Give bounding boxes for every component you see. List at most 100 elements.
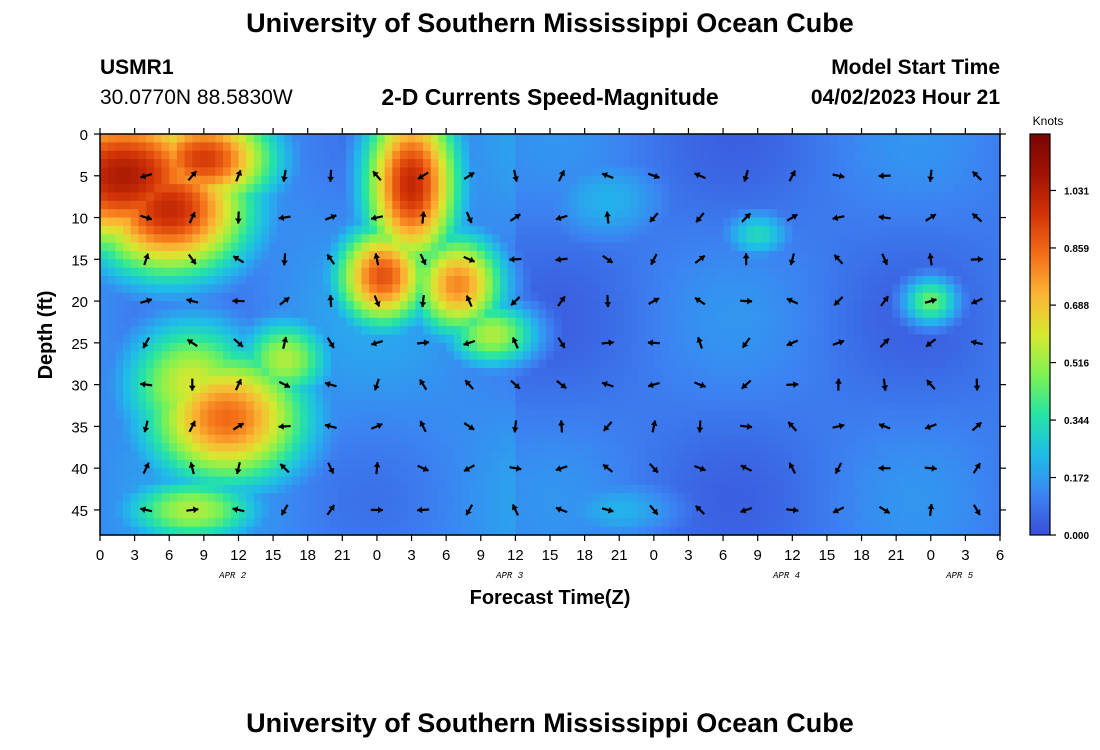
- heatmap-cell: [615, 443, 624, 453]
- heatmap-cell: [415, 175, 424, 185]
- heatmap-cell: [369, 134, 378, 143]
- heatmap-cell: [484, 292, 493, 302]
- heatmap-cell: [815, 209, 824, 219]
- heatmap-cell: [430, 175, 440, 185]
- heatmap-cell: [615, 484, 624, 494]
- heatmap-cell: [253, 159, 263, 169]
- heatmap-cell: [292, 476, 301, 486]
- heatmap-cell: [838, 159, 847, 169]
- heatmap-cell: [684, 217, 693, 227]
- heatmap-cell: [692, 167, 701, 177]
- heatmap-cell: [707, 250, 716, 260]
- heatmap-cell: [815, 242, 824, 252]
- heatmap-cell: [538, 242, 547, 252]
- heatmap-cell: [346, 384, 355, 394]
- heatmap-cell: [269, 342, 278, 352]
- heatmap-cell: [807, 459, 816, 469]
- heatmap-cell: [684, 476, 693, 486]
- heatmap-cell: [884, 309, 893, 319]
- heatmap-cell: [161, 292, 170, 302]
- heatmap-cell: [715, 317, 724, 327]
- heatmap-cell: [823, 426, 832, 436]
- heatmap-cell: [146, 242, 155, 252]
- heatmap-cell: [953, 418, 963, 427]
- heatmap-cell: [530, 384, 540, 394]
- heatmap-cell: [546, 250, 555, 260]
- heatmap-cell: [261, 217, 270, 227]
- heatmap-cell: [215, 192, 224, 202]
- heatmap-cell: [753, 209, 763, 219]
- heatmap-cell: [261, 276, 270, 285]
- heatmap-cell: [100, 392, 109, 402]
- heatmap-cell: [392, 476, 401, 486]
- heatmap-cell: [861, 150, 870, 160]
- heatmap-cell: [100, 217, 109, 227]
- heatmap-cell: [892, 134, 901, 143]
- heatmap-cell: [638, 167, 647, 177]
- heatmap-cell: [769, 259, 778, 269]
- heatmap-cell: [876, 451, 886, 461]
- heatmap-cell: [138, 142, 147, 152]
- heatmap-cell: [915, 159, 924, 169]
- heatmap-cell: [338, 326, 347, 336]
- heatmap-cell: [338, 276, 347, 285]
- heatmap-cell: [100, 142, 109, 152]
- heatmap-cell: [500, 367, 509, 377]
- heatmap-cell: [815, 443, 824, 453]
- heatmap-cell: [100, 367, 109, 377]
- heatmap-cell: [246, 342, 255, 352]
- heatmap-cell: [430, 167, 440, 177]
- heatmap-cell: [469, 217, 478, 227]
- heatmap-cell: [861, 309, 870, 319]
- heatmap-cell: [615, 209, 624, 219]
- heatmap-cell: [330, 334, 340, 344]
- heatmap-cell: [846, 175, 855, 185]
- heatmap-cell: [176, 392, 186, 402]
- heatmap-cell: [338, 142, 347, 152]
- heatmap-cell: [261, 159, 270, 169]
- heatmap-cell: [138, 184, 147, 194]
- heatmap-cell: [353, 217, 363, 227]
- heatmap-cell: [907, 401, 916, 411]
- heatmap-cell: [930, 376, 940, 386]
- heatmap-cell: [438, 317, 447, 327]
- heatmap-cell: [953, 326, 963, 336]
- heatmap-cell: [400, 451, 409, 461]
- heatmap-cell: [815, 159, 824, 169]
- heatmap-cell: [800, 192, 809, 202]
- heatmap-cell: [576, 359, 586, 369]
- heatmap-cell: [261, 209, 270, 219]
- heatmap-cell: [815, 384, 824, 394]
- heatmap-cell: [438, 367, 447, 377]
- heatmap-cell: [246, 134, 255, 143]
- heatmap-cell: [653, 359, 663, 369]
- heatmap-cell: [907, 301, 916, 311]
- heatmap-cell: [946, 317, 955, 327]
- heatmap-cell: [661, 159, 670, 169]
- heatmap-cell: [607, 167, 616, 177]
- heatmap-cell: [876, 250, 886, 260]
- heatmap-cell: [469, 192, 478, 202]
- heatmap-cell: [600, 250, 609, 260]
- heatmap-cell: [946, 167, 955, 177]
- heatmap-cell: [676, 267, 686, 277]
- heatmap-cell: [676, 159, 686, 169]
- heatmap-cell: [630, 359, 640, 369]
- heatmap-cell: [800, 409, 809, 419]
- heatmap-cell: [538, 451, 547, 461]
- heatmap-cell: [292, 376, 301, 386]
- heatmap-cell: [492, 367, 501, 377]
- heatmap-cell: [138, 175, 147, 185]
- heatmap-cell: [738, 451, 747, 461]
- heatmap-cell: [553, 276, 563, 285]
- heatmap-cell: [692, 443, 701, 453]
- heatmap-cell: [484, 150, 493, 160]
- heatmap-cell: [669, 359, 678, 369]
- heatmap-cell: [369, 418, 378, 427]
- heatmap-cell: [207, 418, 216, 427]
- heatmap-cell: [238, 476, 247, 486]
- heatmap-cell: [353, 142, 363, 152]
- heatmap-cell: [515, 468, 524, 478]
- heatmap-cell: [792, 267, 801, 277]
- heatmap-cell: [415, 476, 424, 486]
